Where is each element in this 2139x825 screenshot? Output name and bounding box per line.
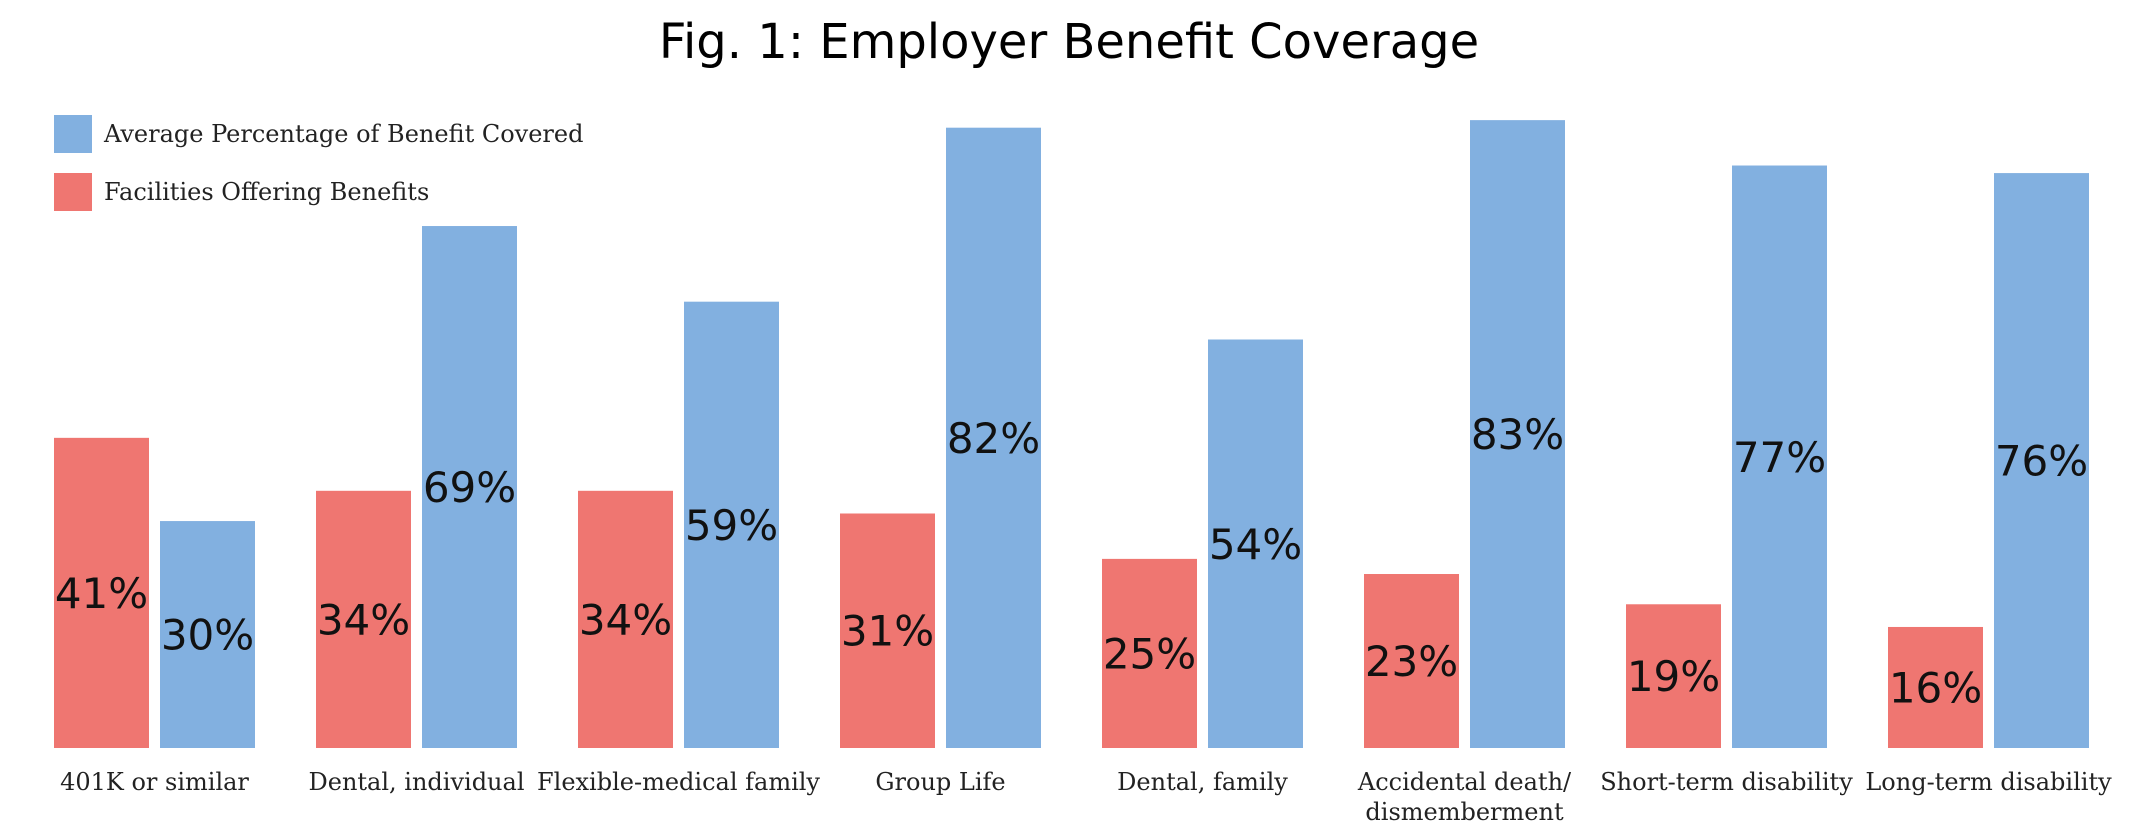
bar-facilities-3	[840, 513, 935, 748]
value-label-avg-covered-2: 59%	[685, 501, 778, 550]
legend-label-avg-covered: Average Percentage of Benefit Covered	[103, 120, 583, 148]
value-label-facilities-6: 19%	[1627, 652, 1720, 701]
category-label-2: Flexible-medical family	[537, 768, 820, 796]
bar-avg-covered-2	[684, 301, 779, 748]
value-label-avg-covered-1: 69%	[423, 463, 516, 512]
value-label-facilities-5: 23%	[1365, 637, 1458, 686]
category-label-0: 401K or similar	[60, 768, 249, 796]
bar-facilities-4	[1102, 558, 1197, 748]
legend-swatch-avg-covered	[54, 115, 92, 153]
value-label-avg-covered-4: 54%	[1209, 520, 1302, 569]
value-label-facilities-2: 34%	[579, 595, 672, 644]
value-label-avg-covered-5: 83%	[1471, 410, 1564, 459]
value-label-avg-covered-7: 76%	[1995, 437, 2088, 486]
category-label-1: Dental, individual	[309, 768, 525, 796]
value-label-facilities-4: 25%	[1103, 629, 1196, 678]
chart-title: Fig. 1: Employer Benefit Coverage	[659, 14, 1479, 70]
bar-avg-covered-1	[422, 226, 517, 749]
value-label-facilities-3: 31%	[841, 607, 934, 656]
value-label-facilities-0: 41%	[55, 569, 148, 618]
value-label-facilities-7: 16%	[1889, 663, 1982, 712]
value-labels: 41% 30% 34% 69% 34% 59% 31% 82% 25% 54% 23% 83% 19% 7…	[55, 410, 2088, 712]
bar-facilities-5	[1364, 574, 1459, 748]
value-label-facilities-1: 34%	[317, 595, 410, 644]
legend-label-facilities: Facilities Offering Benefits	[104, 178, 429, 206]
category-labels: 401K or similar Dental, individual Flexibl…	[60, 768, 2112, 825]
bar-facilities-1	[316, 490, 411, 748]
bar-facilities-2	[578, 490, 673, 748]
legend-swatch-facilities	[54, 173, 92, 211]
value-label-avg-covered-3: 82%	[947, 414, 1040, 463]
category-label-5: Accidental death/dismemberment	[1357, 768, 1572, 825]
bar-facilities-6	[1626, 604, 1721, 748]
category-label-6: Short-term disability	[1600, 768, 1853, 796]
value-label-avg-covered-6: 77%	[1733, 433, 1826, 482]
bar-avg-covered-0	[160, 521, 255, 748]
bar-avg-covered-7	[1994, 173, 2089, 749]
bar-avg-covered-5	[1470, 120, 1565, 749]
category-label-4: Dental, family	[1117, 768, 1288, 796]
value-label-avg-covered-0: 30%	[161, 611, 254, 660]
bar-facilities-0	[54, 437, 149, 748]
bars	[54, 120, 2089, 749]
bar-facilities-7	[1888, 626, 1983, 748]
bar-avg-covered-3	[946, 127, 1041, 749]
bar-avg-covered-6	[1732, 165, 1827, 749]
bar-avg-covered-4	[1208, 339, 1303, 748]
category-label-7: Long-term disability	[1865, 768, 2112, 796]
category-label-3: Group Life	[875, 768, 1005, 796]
legend: Average Percentage of Benefit Covered Fac…	[54, 115, 583, 211]
